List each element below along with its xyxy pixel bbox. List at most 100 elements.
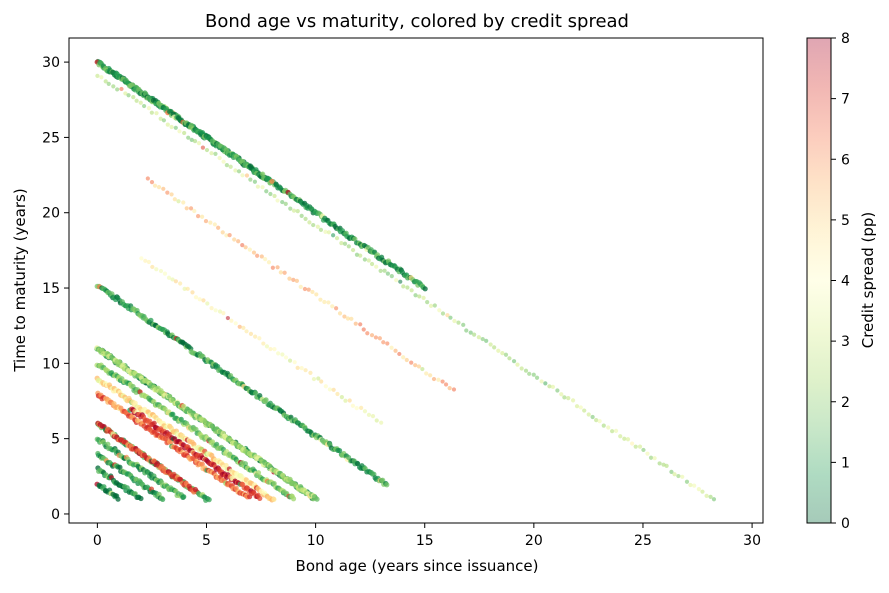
data-point	[199, 461, 205, 467]
data-point	[443, 382, 449, 387]
data-point	[221, 311, 226, 316]
data-point	[361, 327, 366, 332]
data-point	[354, 406, 359, 411]
data-point	[310, 289, 315, 295]
y-tick-label: 5	[51, 432, 60, 448]
data-point	[266, 260, 272, 265]
y-tick-label: 20	[42, 206, 60, 222]
data-point	[331, 387, 336, 392]
data-point	[511, 359, 517, 364]
data-point	[160, 496, 166, 502]
data-point	[283, 355, 289, 360]
data-point	[586, 412, 591, 417]
data-point	[257, 336, 262, 341]
data-point	[291, 277, 296, 282]
data-point	[440, 311, 446, 316]
data-point	[480, 336, 485, 342]
x-axis-label: Bond age (years since issuance)	[296, 557, 539, 575]
data-point	[158, 116, 163, 121]
colorbar-tick-label: 7	[841, 92, 850, 108]
data-point	[448, 315, 453, 320]
data-point	[161, 118, 167, 123]
data-point	[170, 411, 176, 417]
colorbar-tick-label: 4	[841, 274, 850, 290]
data-point	[132, 400, 138, 406]
data-point	[276, 351, 281, 356]
data-point	[637, 444, 643, 449]
data-point	[366, 258, 371, 263]
colorbar-tick-label: 8	[841, 31, 850, 47]
data-point	[523, 368, 529, 373]
data-point	[190, 290, 195, 295]
data-point	[704, 493, 709, 498]
data-point	[165, 190, 170, 195]
y-tick-label: 25	[42, 130, 60, 146]
data-point	[451, 387, 457, 392]
data-point	[342, 241, 348, 246]
x-tick-label: 20	[525, 533, 543, 549]
data-point	[287, 476, 293, 482]
y-tick-label: 30	[42, 55, 60, 71]
data-point	[173, 279, 178, 284]
y-axis-label: Time to maturity (years)	[11, 188, 29, 372]
data-point	[268, 191, 273, 197]
data-point	[294, 278, 299, 283]
data-point	[240, 173, 245, 178]
data-point	[343, 398, 348, 403]
data-point	[645, 451, 650, 456]
data-point	[186, 135, 191, 140]
data-point	[278, 270, 283, 275]
data-point	[152, 183, 158, 188]
data-point	[123, 91, 128, 96]
data-point	[452, 318, 457, 324]
data-point	[138, 495, 144, 502]
data-point	[196, 214, 201, 219]
data-point	[150, 264, 155, 270]
data-point	[138, 100, 143, 105]
data-point	[319, 379, 324, 384]
data-point	[143, 258, 148, 263]
data-point	[197, 297, 202, 302]
data-point	[389, 274, 394, 279]
data-point	[413, 293, 418, 298]
data-point	[539, 379, 544, 384]
data-point	[193, 295, 199, 300]
data-point	[339, 240, 344, 246]
data-point	[574, 404, 580, 409]
data-point	[117, 464, 123, 470]
data-point	[291, 208, 297, 213]
data-point	[205, 301, 210, 306]
data-point	[347, 398, 352, 403]
data-point	[311, 494, 318, 500]
data-point	[237, 324, 242, 329]
colorbar: 0 1 2 3 4 5 6 7 8 Credit spread (pp)	[806, 31, 877, 532]
data-point	[264, 344, 270, 349]
data-point	[394, 278, 399, 283]
data-point	[252, 179, 258, 184]
data-point	[416, 364, 422, 369]
x-tick-label: 15	[416, 533, 434, 549]
data-point	[500, 351, 505, 356]
data-point	[365, 331, 370, 336]
data-point	[288, 206, 293, 211]
data-point	[445, 313, 450, 318]
data-point	[381, 340, 386, 345]
data-point	[225, 315, 230, 321]
data-point	[192, 138, 198, 144]
data-point	[181, 200, 186, 205]
y-tick-label: 15	[42, 281, 60, 297]
data-point	[169, 124, 174, 130]
data-point	[692, 483, 697, 488]
data-point	[326, 300, 331, 305]
data-point	[290, 496, 297, 502]
data-point	[468, 330, 473, 335]
data-point	[543, 381, 548, 386]
data-point	[432, 303, 437, 308]
data-point	[270, 265, 275, 270]
data-point	[287, 276, 292, 281]
colorbar-tick-label: 3	[841, 334, 850, 350]
data-point	[261, 341, 266, 346]
data-point	[652, 456, 657, 461]
data-point	[146, 259, 151, 265]
data-point	[196, 140, 202, 146]
